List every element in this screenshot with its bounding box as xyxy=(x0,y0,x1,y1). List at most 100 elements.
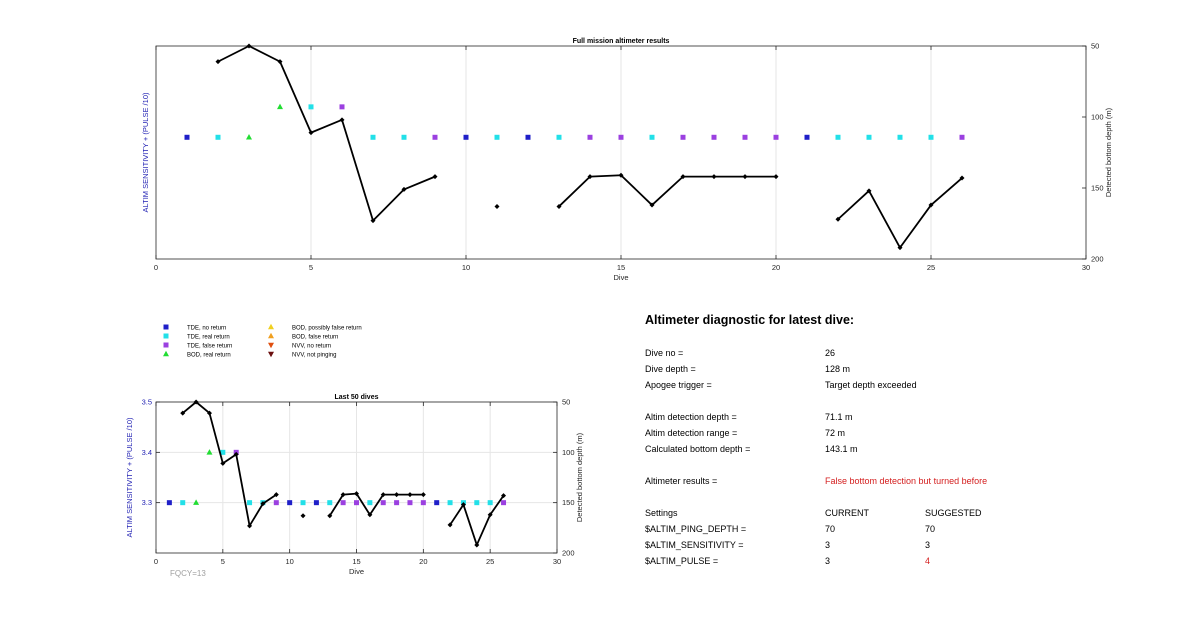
tde-false-return-marker xyxy=(501,500,507,506)
tde-real-return-marker xyxy=(556,134,562,140)
x-tick-label: 5 xyxy=(221,557,225,566)
bottom-depth-point xyxy=(180,410,186,416)
diag-value: 143.1 m xyxy=(825,444,858,454)
bottom-depth-point xyxy=(773,174,779,180)
y-right-axis-label: Detected bottom depth (m) xyxy=(575,432,584,522)
diag-row-calculated-bottom: Calculated bottom depth = 143.1 m xyxy=(645,444,1165,458)
tde-no-return-marker xyxy=(313,500,319,506)
bottom-depth-point xyxy=(474,542,480,548)
y-right-axis-label: Detected bottom depth (m) xyxy=(1104,107,1113,197)
bottom-depth-point xyxy=(300,513,306,519)
tde-no-return-marker xyxy=(166,500,172,506)
diag-row-dive-depth: Dive depth = 128 m xyxy=(645,364,1165,378)
y-left-axis-label: ALTIM SENSITIVITY + (PULSE /10) xyxy=(141,92,150,212)
y-right-tick-label: 50 xyxy=(1091,42,1099,51)
tde-real-return-marker xyxy=(367,500,373,506)
x-tick-label: 25 xyxy=(927,263,935,272)
setting-label: $ALTIM_PING_DEPTH = xyxy=(645,524,747,534)
tde-real-return-marker xyxy=(300,500,306,506)
chart-title: Last 50 dives xyxy=(335,394,379,401)
diag-label: Altimeter results = xyxy=(645,476,718,486)
x-axis-label: Dive xyxy=(613,273,628,282)
tde-no-return-marker xyxy=(525,134,531,140)
bottom-depth-point xyxy=(460,502,466,508)
tde-false-return-marker xyxy=(394,500,400,506)
diag-row-dive-no: Dive no = 26 xyxy=(645,348,1165,362)
chart-title: Full mission altimeter results xyxy=(573,38,670,45)
tde-real-return-marker xyxy=(220,449,226,455)
setting-suggested-changed: 4 xyxy=(925,556,931,566)
diag-value: 128 m xyxy=(825,364,851,374)
legend-marker-bod-possibly-false-return xyxy=(268,323,274,330)
tde-no-return-marker xyxy=(804,134,810,140)
bottom-depth-point xyxy=(277,59,283,65)
bottom-depth-point xyxy=(367,512,373,518)
legend-marker-bod-real-return xyxy=(163,350,169,357)
bottom-depth-point xyxy=(420,492,426,498)
legend-label-bod-real-return: BOD, real return xyxy=(187,352,231,358)
settings-header-current: CURRENT xyxy=(825,508,869,518)
tde-real-return-marker xyxy=(835,134,841,140)
y-right-tick-label: 100 xyxy=(562,448,575,457)
x-tick-label: 20 xyxy=(772,263,780,272)
x-tick-label: 10 xyxy=(285,557,293,566)
diag-value: 72 m xyxy=(825,428,846,438)
bottom-depth-point xyxy=(246,43,252,49)
tde-false-return-marker xyxy=(711,134,717,140)
bottom-depth-point xyxy=(339,117,345,123)
tde-false-return-marker xyxy=(339,104,345,110)
bottom-depth-line xyxy=(182,401,277,527)
x-tick-label: 25 xyxy=(486,557,494,566)
setting-suggested: 70 xyxy=(925,524,936,534)
diag-value: 71.1 m xyxy=(825,412,853,422)
y-right-tick-label: 200 xyxy=(562,549,575,558)
setting-current: 3 xyxy=(825,556,831,566)
tde-real-return-marker xyxy=(474,500,480,506)
bottom-depth-point xyxy=(742,174,748,180)
x-tick-label: 10 xyxy=(462,263,470,272)
legend-label-tde-no-return: TDE, no return xyxy=(187,325,226,331)
tde-real-return-marker xyxy=(308,104,314,110)
bottom-depth-point xyxy=(233,451,239,457)
legend-marker-nvv-no-return xyxy=(268,342,274,349)
bottom-depth-point xyxy=(407,492,413,498)
x-axis-label: Dive xyxy=(349,567,364,576)
bottom-depth-point xyxy=(247,523,253,529)
bottom-depth-point xyxy=(556,203,562,209)
x-tick-label: 30 xyxy=(553,557,561,566)
tde-real-return-marker xyxy=(247,500,253,506)
x-tick-label: 30 xyxy=(1082,263,1090,272)
setting-current: 3 xyxy=(825,540,831,550)
tde-false-return-marker xyxy=(618,134,624,140)
tde-false-return-marker xyxy=(432,134,438,140)
diag-row-detection-range: Altim detection range = 72 m xyxy=(645,428,1165,442)
bod-real-return-marker xyxy=(246,134,252,140)
bottom-depth-point xyxy=(327,513,333,519)
legend-marker-tde-no-return xyxy=(163,324,169,330)
settings-header-row: Settings CURRENT SUGGESTED xyxy=(645,508,1165,522)
tde-no-return-marker xyxy=(287,500,293,506)
bottom-depth-point xyxy=(959,175,965,181)
tde-real-return-marker xyxy=(494,134,500,140)
tde-real-return-marker xyxy=(487,500,493,506)
diag-label: Dive no = xyxy=(645,348,684,358)
tde-false-return-marker xyxy=(354,500,359,506)
x-tick-label: 15 xyxy=(617,263,625,272)
tde-false-return-marker xyxy=(742,134,748,140)
legend-label-nvv-not-pinging: NVV, not pinging xyxy=(292,352,336,358)
tde-false-return-marker xyxy=(959,134,965,140)
bottom-depth-point xyxy=(215,59,221,65)
diag-row-apogee-trigger: Apogee trigger = Target depth exceeded xyxy=(645,380,1165,394)
bottom-depth-point xyxy=(501,493,507,499)
bottom-depth-line xyxy=(558,174,776,208)
tde-real-return-marker xyxy=(180,500,186,506)
legend-label-bod-false-return: BOD, false return xyxy=(292,334,338,340)
setting-label: $ALTIM_SENSITIVITY = xyxy=(645,540,744,550)
bottom-depth-point xyxy=(370,218,376,224)
diag-label: Altim detection range = xyxy=(645,428,738,438)
tde-real-return-marker xyxy=(897,134,903,140)
y-right-tick-label: 150 xyxy=(562,498,575,507)
tde-real-return-marker xyxy=(370,134,376,140)
diag-value-results: False bottom detection but turned before xyxy=(825,476,988,486)
bottom-depth-point xyxy=(380,492,386,498)
